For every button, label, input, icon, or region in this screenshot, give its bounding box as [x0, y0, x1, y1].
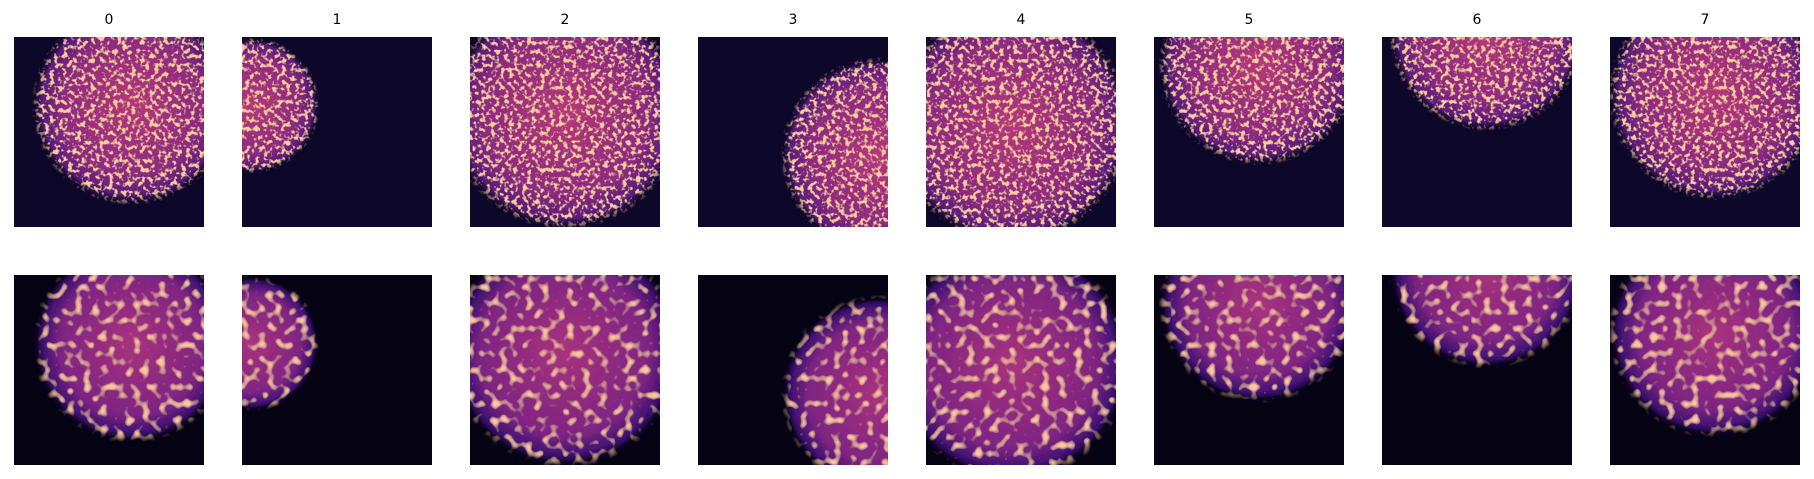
- image-panel: [242, 37, 432, 227]
- image-panel: [242, 275, 432, 465]
- cell-blob: [1610, 37, 1800, 201]
- panel-title: 7: [1701, 12, 1710, 28]
- image-panel: [1610, 275, 1800, 465]
- cell-blob: [1610, 275, 1800, 439]
- panel-title: 2: [561, 12, 570, 28]
- cell-blob: [242, 37, 320, 174]
- image-panel: [1154, 37, 1344, 227]
- image-panel: [14, 275, 204, 465]
- image-panel: [698, 37, 888, 227]
- image-panel: [698, 275, 888, 465]
- cell-blob: [926, 275, 1116, 465]
- image-panel: [14, 37, 204, 227]
- image-panel: [1382, 37, 1572, 227]
- image-panel: [470, 275, 660, 465]
- image-panel: [1610, 37, 1800, 227]
- image-panel: [926, 275, 1116, 465]
- cell-blob: [926, 37, 1116, 227]
- panel-title: 4: [1017, 12, 1026, 28]
- cell-blob: [780, 294, 888, 465]
- panel-title: 5: [1245, 12, 1254, 28]
- panel-title: 3: [789, 12, 798, 28]
- cell-blob: [470, 37, 660, 227]
- cell-blob: [31, 275, 204, 444]
- cell-blob: [1388, 275, 1572, 370]
- cell-blob: [470, 275, 660, 465]
- cell-blob: [1158, 275, 1344, 404]
- image-panel: [1154, 275, 1344, 465]
- cell-blob: [31, 37, 204, 206]
- panel-title: 1: [333, 12, 342, 28]
- panel-title: 0: [105, 12, 114, 28]
- image-panel: [926, 37, 1116, 227]
- cell-blob: [242, 275, 320, 412]
- panel-title: 6: [1473, 12, 1482, 28]
- cell-blob: [780, 56, 888, 227]
- cell-blob: [1158, 37, 1344, 166]
- cell-blob: [1388, 37, 1572, 132]
- image-panel: [1382, 275, 1572, 465]
- image-panel: [470, 37, 660, 227]
